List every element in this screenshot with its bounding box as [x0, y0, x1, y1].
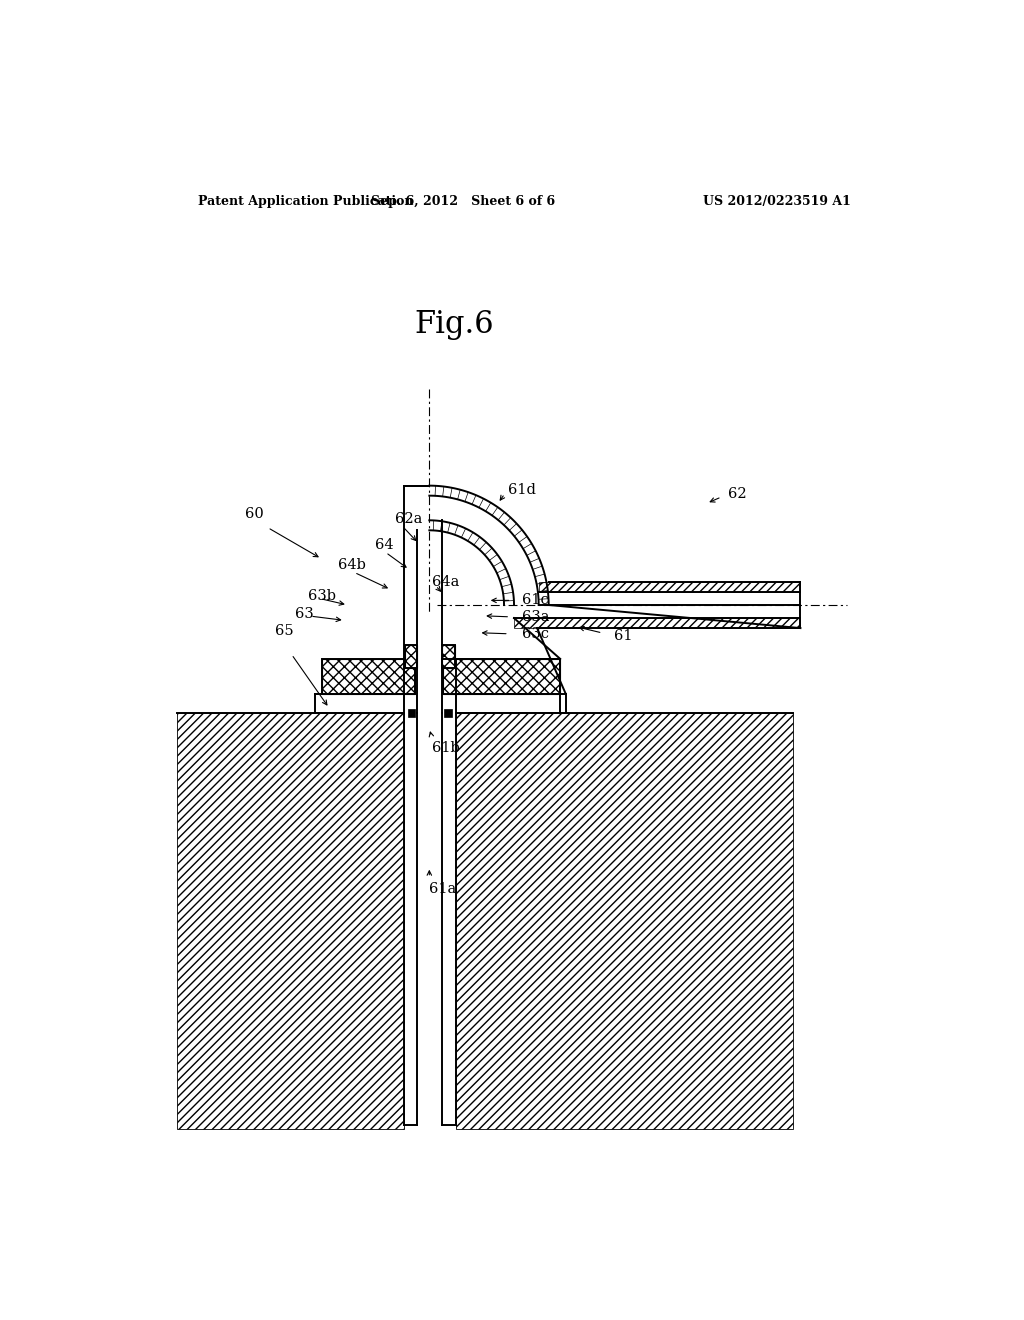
Bar: [404, 645, 417, 668]
Text: 64b: 64b: [339, 558, 367, 572]
Bar: [404, 645, 417, 668]
Bar: [177, 713, 403, 1129]
Text: Patent Application Publication: Patent Application Publication: [199, 195, 414, 209]
Bar: [539, 582, 801, 591]
Bar: [443, 659, 560, 693]
Text: 63c: 63c: [521, 627, 549, 642]
Text: 64: 64: [376, 539, 394, 552]
Text: Sep. 6, 2012   Sheet 6 of 6: Sep. 6, 2012 Sheet 6 of 6: [371, 195, 555, 209]
Text: 63b: 63b: [307, 589, 336, 603]
Text: 62a: 62a: [395, 512, 423, 525]
Bar: [443, 659, 560, 693]
Text: 64a: 64a: [432, 576, 460, 589]
Text: Fig.6: Fig.6: [414, 309, 494, 339]
Bar: [442, 645, 455, 668]
Bar: [322, 659, 416, 693]
Bar: [442, 645, 455, 668]
Bar: [456, 713, 793, 1129]
Text: 61b: 61b: [432, 741, 460, 755]
Text: 63: 63: [295, 607, 314, 622]
Text: 61: 61: [614, 628, 633, 643]
Bar: [514, 618, 801, 628]
Text: 65: 65: [275, 624, 294, 638]
Text: 61a: 61a: [429, 882, 457, 896]
Text: US 2012/0223519 A1: US 2012/0223519 A1: [703, 195, 851, 209]
Bar: [322, 659, 416, 693]
Text: 62: 62: [728, 487, 746, 502]
Text: 63a: 63a: [521, 610, 549, 624]
Text: 60: 60: [245, 507, 263, 521]
Text: 61d: 61d: [508, 483, 536, 496]
Bar: [408, 709, 416, 717]
Text: 61c: 61c: [521, 594, 549, 607]
Bar: [444, 709, 452, 717]
